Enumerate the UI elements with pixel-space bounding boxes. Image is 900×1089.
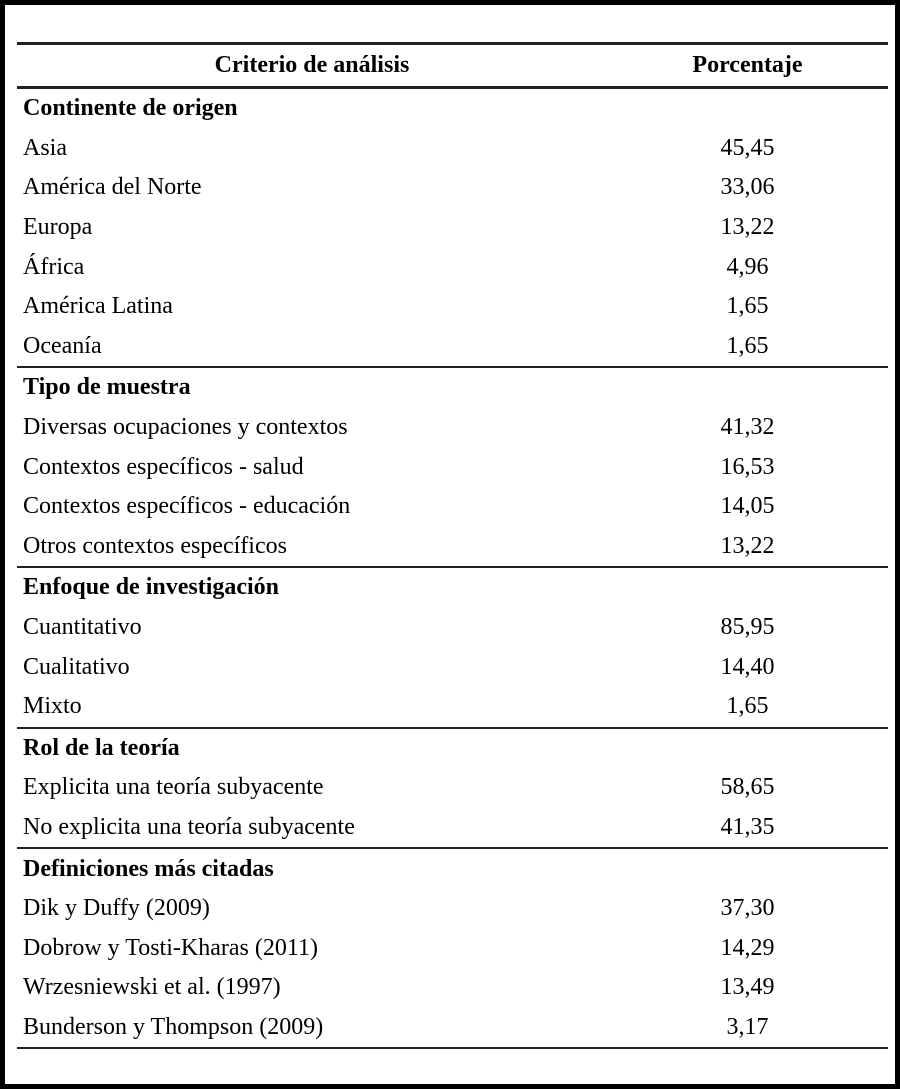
row-label: Oceanía [23, 332, 102, 359]
row-label: Explicita una teoría subyacente [23, 774, 324, 801]
row-percentage: 41,35 [720, 813, 775, 840]
table-row: Wrzesniewski et al. (1997) 13,49 [17, 968, 888, 1008]
section-row: Tipo de muestra [17, 366, 888, 408]
row-label: América del Norte [23, 174, 202, 201]
row-label: Wrzesniewski et al. (1997) [23, 974, 281, 1001]
row-percentage: 4,96 [726, 253, 769, 280]
section-row: Rol de la teoría [17, 726, 888, 769]
row-label: Contextos específicos - educación [23, 493, 351, 520]
row-percentage: 33,06 [720, 174, 775, 201]
row-label: No explicita una teoría subyacente [23, 813, 355, 840]
row-percentage: 1,65 [726, 693, 769, 720]
criteria-percentage-table: Criterio de análisis Porcentaje Continen… [17, 42, 888, 1050]
row-label: Europa [23, 214, 93, 241]
row-percentage: 41,32 [720, 414, 775, 441]
row-percentage: 37,30 [720, 895, 775, 922]
table-row: Oceanía 1,65 [17, 327, 888, 368]
row-label: Otros contextos específicos [23, 532, 287, 559]
table-row: Mixto 1,65 [17, 687, 888, 728]
section-title: Rol de la teoría [17, 726, 888, 769]
row-label: África [23, 253, 85, 280]
table-row: África 4,96 [17, 247, 888, 287]
row-percentage: 1,65 [726, 293, 769, 320]
table-body: Continente de origen Asia 45,45 América del… [17, 88, 888, 1049]
table-row: América del Norte 33,06 [17, 168, 888, 208]
section-row: Definiciones más citadas [17, 847, 888, 889]
section-title: Continente de origen [23, 95, 238, 122]
section-title: Enfoque de investigación [17, 566, 888, 608]
table-row: Bunderson y Thompson (2009) 3,17 [17, 1008, 888, 1049]
analysis-table: Criterio de análisis Porcentaje Continen… [17, 42, 888, 1050]
header-row: Criterio de análisis Porcentaje [17, 43, 888, 89]
table-row: Cuantitativo 85,95 [17, 608, 888, 648]
table-row: Otros contextos específicos 13,22 [17, 527, 888, 568]
row-percentage: 58,65 [720, 774, 775, 801]
row-percentage: 14,40 [720, 653, 775, 680]
row-percentage: 14,29 [720, 934, 775, 961]
row-label: Dik y Duffy (2009) [23, 895, 210, 922]
row-percentage: 14,05 [720, 493, 775, 520]
row-percentage: 13,49 [720, 974, 775, 1001]
table-row: Contextos específicos - salud 16,53 [17, 447, 888, 487]
table-row: Dik y Duffy (2009) 37,30 [17, 889, 888, 929]
row-percentage: 13,22 [720, 214, 775, 241]
table-row: Asia 45,45 [17, 129, 888, 169]
row-percentage: 85,95 [720, 614, 775, 641]
row-label: Cualitativo [23, 653, 130, 680]
row-label: Bunderson y Thompson (2009) [23, 1013, 324, 1040]
row-percentage: 13,22 [720, 532, 775, 559]
row-label: Dobrow y Tosti-Kharas (2011) [23, 934, 318, 961]
section-title: Tipo de muestra [17, 366, 888, 408]
table-row: Europa 13,22 [17, 208, 888, 248]
section-title: Definiciones más citadas [17, 847, 888, 889]
table-row: Cualitativo 14,40 [17, 647, 888, 687]
table-row: Diversas ocupaciones y contextos 41,32 [17, 408, 888, 448]
row-percentage: 45,45 [720, 134, 775, 161]
row-label: Diversas ocupaciones y contextos [23, 414, 348, 441]
row-label: Cuantitativo [23, 614, 142, 641]
row-label: Mixto [23, 693, 82, 720]
row-label: América Latina [23, 293, 173, 320]
table-row: América Latina 1,65 [17, 287, 888, 327]
row-label: Contextos específicos - salud [23, 453, 304, 480]
table-row: Dobrow y Tosti-Kharas (2011) 14,29 [17, 928, 888, 968]
table-row: No explicita una teoría subyacente 41,35 [17, 808, 888, 849]
table-row: Contextos específicos - educación 14,05 [17, 487, 888, 527]
section-row: Enfoque de investigación [17, 566, 888, 608]
row-label: Asia [23, 134, 67, 161]
row-percentage: 1,65 [726, 332, 769, 359]
row-percentage: 3,17 [726, 1013, 769, 1040]
table-row: Explicita una teoría subyacente 58,65 [17, 768, 888, 808]
column-header-porcentaje: Porcentaje [607, 43, 888, 89]
section-row: Continente de origen [17, 88, 888, 129]
row-percentage: 16,53 [720, 453, 775, 480]
column-header-criterio: Criterio de análisis [17, 43, 607, 89]
